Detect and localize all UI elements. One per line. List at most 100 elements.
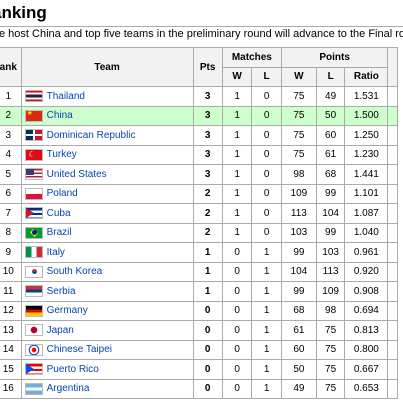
matches-lost-cell: 1: [251, 281, 282, 302]
germany-flag-icon: [24, 304, 43, 317]
team-link[interactable]: Thailand: [46, 90, 85, 102]
points-won-cell: 98: [280, 164, 317, 185]
rank-cell: 15: [0, 359, 22, 380]
flag-emblem: [31, 229, 37, 235]
matches-won-cell: 0: [221, 281, 253, 302]
points-won-cell: 68: [280, 300, 317, 321]
team-link[interactable]: Dominican Republic: [46, 129, 136, 141]
team-link[interactable]: Japan: [46, 324, 74, 336]
team-cell: ☾ Turkey: [20, 144, 194, 165]
edge-cell: [387, 164, 398, 185]
pts-cell: 2: [192, 222, 223, 243]
team-link[interactable]: Brazil: [46, 227, 72, 239]
table-row: 6 Poland 2 1 0 109 99 1.101: [0, 183, 398, 204]
points-lost-cell: 98: [315, 300, 346, 321]
rank-cell: 16: [0, 378, 22, 399]
team-cell: Japan: [20, 320, 194, 341]
points-lost-cell: 61: [315, 144, 346, 165]
points-lost-cell: 75: [315, 320, 346, 341]
team-link[interactable]: Cuba: [46, 207, 71, 219]
south-korea-flag-icon: [24, 265, 43, 278]
matches-won-cell: 0: [221, 261, 253, 282]
edge-cell: [387, 339, 398, 360]
points-lost-cell: 49: [315, 86, 346, 107]
matches-lost-cell: 0: [251, 164, 282, 185]
ratio-cell: 0.920: [344, 261, 389, 282]
matches-lost-cell: 1: [251, 300, 282, 321]
matches-lost-cell: 0: [251, 183, 282, 204]
matches-lost-cell: 1: [251, 359, 282, 380]
flag-emblem: [25, 364, 34, 375]
team-link[interactable]: Chinese Taipei: [46, 344, 113, 356]
team-link[interactable]: Argentina: [46, 383, 90, 395]
team-link[interactable]: United States: [46, 168, 107, 180]
team-link[interactable]: Germany: [46, 305, 88, 317]
brazil-flag-icon: [24, 226, 43, 239]
united-states-flag-icon: [24, 168, 43, 181]
intro-text: e host China and top five teams in the p…: [0, 28, 403, 40]
edge-cell: [387, 183, 398, 204]
flag-emblem: [25, 208, 34, 219]
points-won-cell: 75: [280, 105, 317, 126]
team-link[interactable]: Italy: [46, 246, 65, 258]
points-won-cell: 50: [280, 359, 317, 380]
thailand-flag-icon: [24, 90, 43, 103]
matches-won-cell: 1: [221, 144, 253, 165]
points-won-cell: 49: [280, 378, 317, 399]
points-won-cell: 75: [280, 144, 317, 165]
ratio-cell: 1.500: [344, 105, 389, 126]
table-row: 12 Germany 0 0 1 68 98 0.694: [0, 300, 398, 321]
matches-won-cell: 1: [221, 183, 253, 204]
pts-cell: 3: [192, 164, 223, 185]
table-row: 3 Dominican Republic 3 1 0 75 60 1.250: [0, 125, 398, 146]
dominican-republic-flag-icon: [24, 129, 43, 142]
china-flag-icon: ★: [24, 109, 43, 122]
flag-emblem: ☾: [28, 149, 36, 159]
matches-won-header: W: [221, 66, 253, 87]
team-link[interactable]: Serbia: [46, 285, 76, 297]
points-won-header: W: [280, 66, 317, 87]
pts-cell: 3: [192, 144, 223, 165]
pts-cell: 2: [192, 203, 223, 224]
team-header: Team: [20, 47, 194, 87]
team-link[interactable]: South Korea: [46, 266, 103, 278]
edge-cell: [387, 359, 398, 380]
team-link[interactable]: Turkey: [46, 149, 77, 161]
matches-won-cell: 1: [221, 86, 253, 107]
pts-cell: 2: [192, 183, 223, 204]
matches-lost-cell: 1: [251, 242, 282, 263]
team-cell: Chinese Taipei: [20, 339, 194, 360]
team-link[interactable]: China: [46, 110, 73, 122]
points-lost-cell: 68: [315, 164, 346, 185]
matches-won-cell: 1: [221, 203, 253, 224]
heading-divider: [0, 26, 403, 27]
edge-cell: [387, 125, 398, 146]
ratio-cell: 1.230: [344, 144, 389, 165]
team-cell: Cuba: [20, 203, 194, 224]
ratio-cell: 0.961: [344, 242, 389, 263]
pts-cell: 1: [192, 261, 223, 282]
points-won-cell: 61: [280, 320, 317, 341]
table-row: 13 Japan 0 0 1 61 75 0.813: [0, 320, 398, 341]
points-won-cell: 99: [280, 242, 317, 263]
table-row: 10 South Korea 1 0 1 104 113 0.920: [0, 261, 398, 282]
matches-lost-header: L: [251, 66, 282, 87]
team-link[interactable]: Poland: [46, 188, 78, 200]
points-lost-header: L: [315, 66, 346, 87]
points-won-cell: 103: [280, 222, 317, 243]
matches-lost-cell: 0: [251, 86, 282, 107]
matches-won-cell: 1: [221, 222, 253, 243]
header-row-group: ank Team Pts Matches Points: [0, 47, 398, 87]
edge-cell: [387, 300, 398, 321]
rank-cell: 10: [0, 261, 22, 282]
team-cell: Puerto Rico: [20, 359, 194, 380]
argentina-flag-icon: [24, 382, 43, 395]
edge-cell: [387, 281, 398, 302]
ratio-cell: 1.250: [344, 125, 389, 146]
team-link[interactable]: Puerto Rico: [46, 363, 99, 375]
rank-cell: 1: [0, 86, 22, 107]
points-header: Points: [280, 47, 389, 68]
puerto-rico-flag-icon: [24, 363, 43, 376]
cuba-flag-icon: [24, 207, 43, 220]
